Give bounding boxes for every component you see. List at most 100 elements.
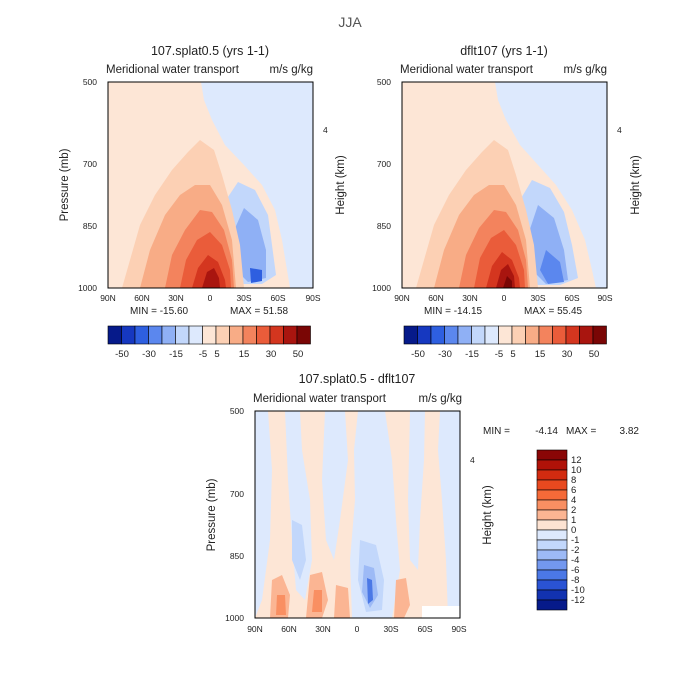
panel-c-blob-pos-2 [334,585,350,618]
panel-b-region-pos-8 [503,276,512,288]
colorbar-label: 5 [510,349,515,360]
colorbar-swatch [134,325,149,345]
panel-c-title: 107.splat0.5 - dflt107 [299,372,416,386]
colorbar-swatch [536,559,568,571]
panel-c-max-value: 3.82 [620,426,640,437]
panel-c: 107.splat0.5 - dflt107 Meridional water … [206,372,639,634]
colorbar-label: 30 [562,349,573,360]
colorbar-swatch [536,549,568,561]
colorbar-swatch [484,325,499,345]
colorbar-swatch [552,325,567,345]
colorbar-swatch [536,469,568,481]
x-tick-label: 30S [530,293,545,303]
panel-c-max-label: MAX = [566,426,596,437]
colorbar-swatch [107,325,122,345]
colorbar-label: 0 [571,525,576,536]
panel-a-units: m/s g/kg [270,64,313,76]
colorbar-swatch [121,325,136,345]
y-tick-label: 1000 [225,613,244,623]
panel-a-y2label: Height (km) [335,155,347,215]
colorbar-swatch [148,325,163,345]
colorbar-swatch [579,325,594,345]
panel-a-y-ticks: 500 700 850 1000 [78,77,97,293]
colorbar-label: 6 [571,485,576,496]
colorbar-label: 30 [266,349,277,360]
panel-a-x-ticks: 90N 60N 30N 0 30S 60S 90S [100,293,321,303]
colorbar-swatch [161,325,176,345]
x-tick-label: 30N [462,293,478,303]
colorbar-label: -12 [571,595,585,606]
colorbar-label: -30 [142,349,156,360]
colorbar-swatch [242,325,257,345]
colorbar-label: 4 [571,495,576,506]
colorbar-label: -6 [571,565,579,576]
colorbar-label: 12 [571,455,582,466]
colorbar-label: 2 [571,505,576,516]
colorbar-label: -10 [571,585,585,596]
colorbar-swatch [536,499,568,511]
colorbar-label: -2 [571,545,579,556]
panel-a-field [108,82,313,288]
colorbar-swatch [536,539,568,551]
panel-b-region-neg-4 [540,250,564,284]
colorbar-swatch [536,489,568,501]
colorbar-swatch [536,519,568,531]
panel-c-colorbar-labels: 12 10 8 6 4 2 1 0 -1 -2 -4 -6 -8 -10 -12 [571,455,585,606]
panel-a-region-neg-4 [250,268,262,283]
colorbar-swatch [457,325,472,345]
colorbar-swatch [215,325,230,345]
y-tick-label: 1000 [372,283,391,293]
colorbar-label: -50 [411,349,425,360]
y-tick-label: 850 [230,551,244,561]
x-tick-label: 90S [305,293,320,303]
panel-a-region-pos-7 [202,268,220,288]
colorbar-label: -30 [438,349,452,360]
panel-c-band-neg [408,411,425,570]
colorbar-label: -15 [169,349,183,360]
panel-b-y2label: Height (km) [630,155,642,215]
x-tick-label: 30S [236,293,251,303]
y-tick-label: 1000 [78,283,97,293]
colorbar-label: -5 [199,349,207,360]
colorbar-label: -50 [115,349,129,360]
y-tick-label: 850 [83,221,97,231]
panel-b-max: MAX = 55.45 [524,306,583,317]
panel-c-frame [254,410,461,619]
x-tick-label: 0 [355,624,360,634]
colorbar-label: 5 [214,349,219,360]
panel-a-region-negative [201,82,313,288]
colorbar-swatch [269,325,284,345]
x-tick-label: 0 [502,293,507,303]
colorbar-swatch [430,325,445,345]
y-tick-label: 700 [377,159,391,169]
panel-c-min-value: -4.14 [535,426,558,437]
x-tick-label: 60N [428,293,444,303]
colorbar-label: 10 [571,465,582,476]
colorbar-swatch [536,529,568,541]
colorbar-label: 1 [571,515,576,526]
colorbar-label: 15 [535,349,546,360]
panel-a-frame [107,81,314,289]
x-tick-label: 90N [247,624,263,634]
colorbar-swatch [536,569,568,581]
colorbar-swatch [536,599,568,611]
colorbar-swatch [188,325,203,345]
x-tick-label: 60S [564,293,579,303]
panel-b-y2-tick: 4 [617,125,622,135]
colorbar-swatch [592,325,607,345]
x-tick-label: 30N [168,293,184,303]
panel-c-colorbar [536,449,568,611]
colorbar-label: -1 [571,535,579,546]
panel-a-max: MAX = 51.58 [230,306,289,317]
panel-b-colorbar [403,325,607,345]
colorbar-label: 50 [293,349,304,360]
x-tick-label: 60S [417,624,432,634]
panel-c-units: m/s g/kg [419,393,462,405]
panel-b-region-negative [495,82,607,288]
colorbar-swatch [296,325,311,345]
panel-b-subtitle: Meridional water transport [400,64,534,76]
panel-c-min-label: MIN = [483,426,510,437]
colorbar-label: 15 [239,349,250,360]
colorbar-swatch [471,325,486,345]
